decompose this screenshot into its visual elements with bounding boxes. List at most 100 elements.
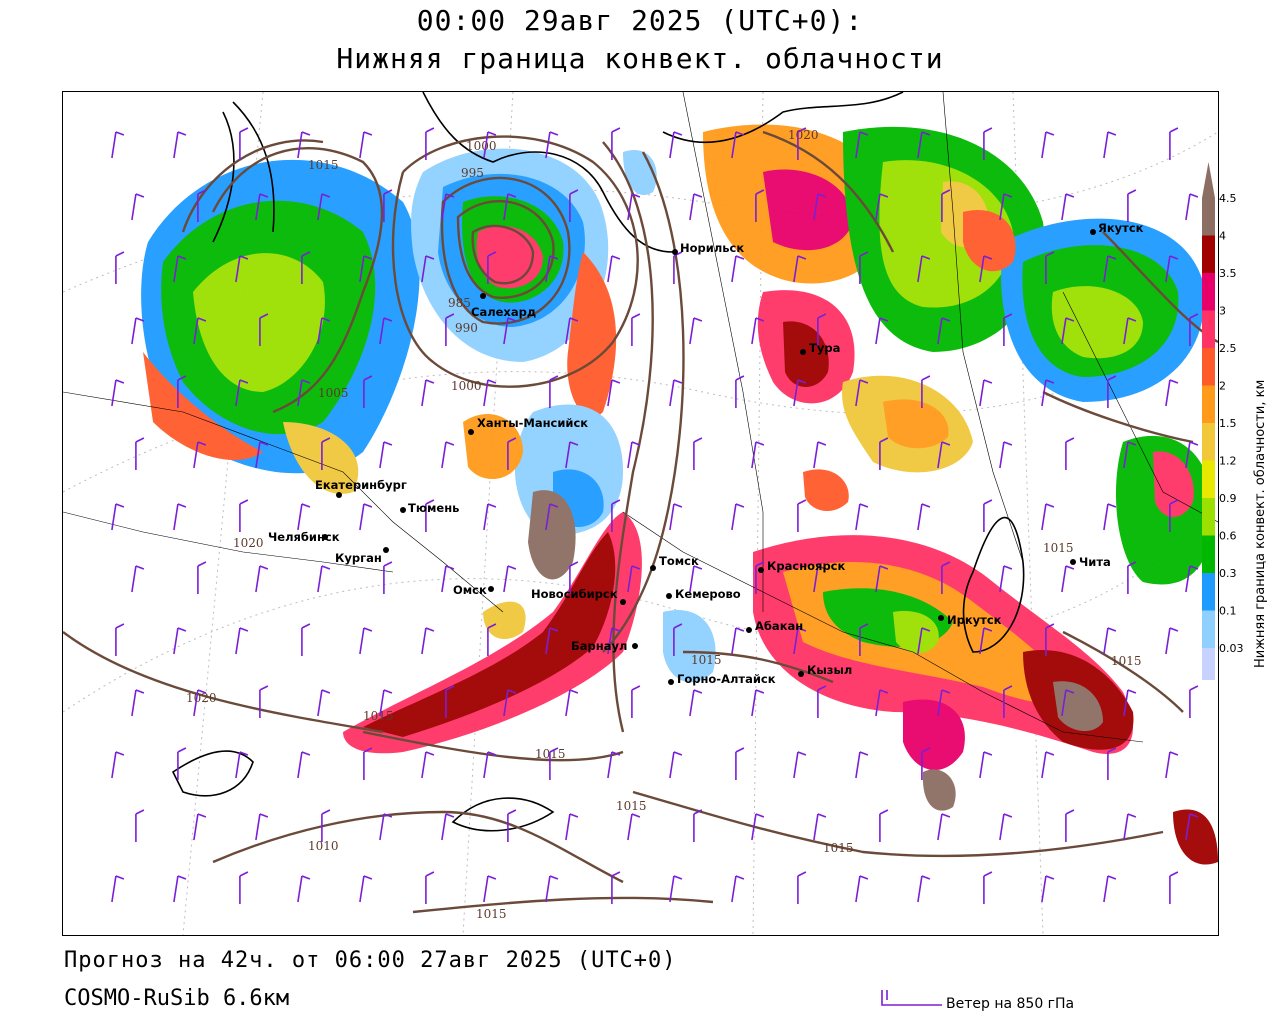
wind-barb [669,379,683,407]
wind-barb [999,813,1013,841]
wind-barb [983,499,993,532]
legend-swatch [1202,648,1215,680]
wind-barb [1041,875,1055,903]
wind-barb [689,565,703,593]
wind-barb [441,193,455,221]
svg-text:Ханты-Мансийск: Ханты-Мансийск [477,416,588,430]
wind-barb [793,627,807,655]
wind-barb [1107,747,1117,780]
wind-barb [751,317,765,345]
wind-barb [983,871,993,904]
wind-barb [631,685,641,718]
wind-barb [1103,627,1117,655]
wind-barb [1103,875,1117,903]
wind-barb [937,317,951,345]
wind-barb [689,193,703,221]
wind-barb [673,623,683,656]
forecast-map[interactable]: 1015 1020 1005 1000 995 990 985 1000 102… [62,91,1219,936]
wind-barb [317,317,331,345]
wind-barb [793,751,807,779]
wind-barb [259,313,269,346]
wind-barb [565,689,579,717]
wind-barb [1189,313,1199,346]
city-tomsk[interactable]: Томск [650,554,699,571]
isobar-label: 1015 [476,907,507,921]
wind-barb [317,689,331,717]
wind-barb [297,379,311,407]
city-norilsk[interactable]: Норильск [672,241,744,255]
city-kurgan[interactable]: Курган [335,547,389,565]
city-chita[interactable]: Чита [1070,555,1111,569]
wind-barb [673,251,683,284]
wind-barb [1003,313,1013,346]
wind-barb [1185,813,1199,841]
wind-barb [1103,131,1117,159]
isobar-label: 1015 [1043,541,1074,555]
wind-barb [545,255,559,283]
legend-tick-label: 2 [1219,380,1226,393]
wind-barb [875,689,889,717]
svg-text:Кызыл: Кызыл [807,663,852,677]
isobar-label: 1020 [788,128,819,142]
city-khanty-mansiysk[interactable]: Ханты-Мансийск [468,416,588,435]
wind-barb [1165,379,1179,407]
city-kyzyl[interactable]: Кызыл [798,663,852,677]
admin-borders [63,92,1218,743]
wind-barb [379,813,393,841]
wind-barb [239,871,249,904]
wind-barb [483,875,497,903]
wind-barb [797,499,807,532]
legend-swatch [1202,535,1215,573]
city-barnaul[interactable]: Барнаул [571,639,638,653]
wind-barb [1041,131,1055,159]
wind-barb [111,503,125,531]
legend-swatch [1202,273,1215,311]
wind-barb [937,689,951,717]
wind-barb [941,561,951,594]
svg-text:Иркутск: Иркутск [947,613,1002,627]
wind-barb [813,565,827,593]
city-salekhard[interactable]: Салехард [471,293,536,319]
wind-legend-icon [881,990,942,1006]
city-chelyabinsk[interactable]: Челябинск [268,530,340,544]
wind-barb [611,127,621,160]
wind-barb [751,441,765,469]
city-tura[interactable]: Тура [800,341,840,355]
forecast-info: Прогноз на 42ч. от 06:00 27авг 2025 (UTC… [64,948,677,973]
city-yakutsk[interactable]: Якутск [1090,221,1144,235]
wind-barb [317,193,331,221]
city-tyumen[interactable]: Тюмень [400,501,459,515]
wind-barb [1189,685,1199,718]
legend-tick-label: 3 [1219,305,1226,318]
city-omsk[interactable]: Омск [453,583,494,597]
isobar-label: 1015 [823,841,854,855]
wind-barb [879,809,889,842]
wind-barb [255,441,269,469]
wind-barb [689,689,703,717]
city-gorno-altaysk[interactable]: Горно-Алтайск [668,672,776,686]
city-abakan[interactable]: Абакан [746,619,803,633]
wind-barb [607,627,621,655]
wind-barb [855,379,869,407]
wind-barb [545,503,559,531]
isobars [63,130,1218,914]
legend-swatch [1202,310,1215,348]
isobar-label: 1005 [318,386,349,400]
legend-swatch [1202,498,1215,536]
legend-tick-label: 0.3 [1219,567,1237,580]
wind-barb [111,875,125,903]
wind-barb [751,689,765,717]
city-irkutsk[interactable]: Иркутск [938,613,1002,627]
wind-barb [483,379,497,407]
city-novosibirsk[interactable]: Новосибирск [531,587,626,605]
wind-barb [669,751,683,779]
wind-barb [483,751,497,779]
wind-barb [797,127,807,160]
city-krasnoyarsk[interactable]: Красноярск [758,559,845,573]
legend-swatch [1202,573,1215,611]
city-kemerovo[interactable]: Кемерово [666,587,741,601]
coastlines [171,92,1025,832]
city-yekaterinburg[interactable]: Екатеринбург [315,478,407,498]
legend-tick-label: 0.1 [1219,605,1237,618]
wind-barb [875,565,889,593]
